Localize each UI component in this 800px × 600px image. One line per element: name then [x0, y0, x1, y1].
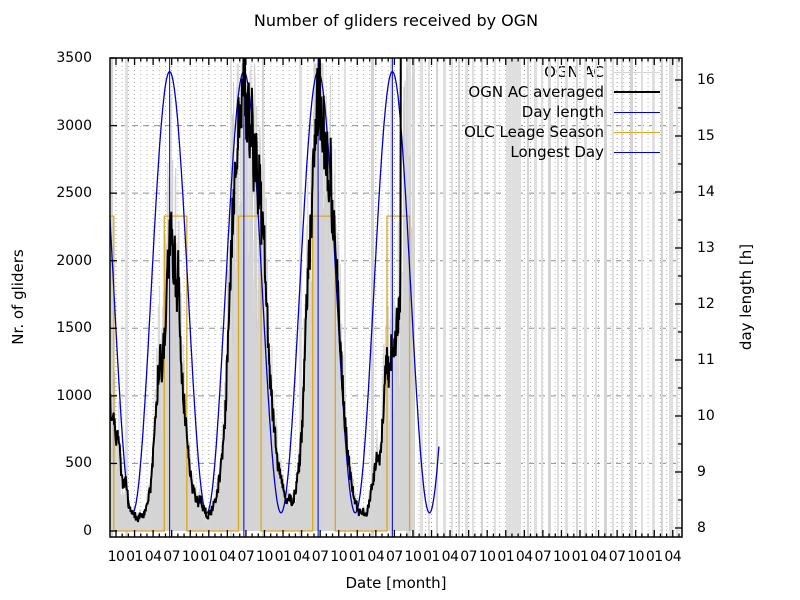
x-tick-label: 04	[293, 549, 310, 565]
x-tick-label: 01	[571, 549, 589, 565]
legend-label: Longest Day	[510, 143, 604, 161]
y-left-tick-label: 500	[65, 455, 92, 472]
day-length-curve	[110, 70, 440, 514]
x-tick-label: 04	[515, 549, 533, 565]
legend-sample-line	[614, 91, 660, 93]
x-tick-label: 10	[627, 549, 645, 565]
y-left-tick-label: 1000	[56, 387, 92, 404]
y-left-tick-label: 3000	[56, 117, 92, 134]
x-tick-label: 10	[478, 549, 496, 565]
legend-entry: OGN AC averaged	[468, 83, 660, 101]
legend-label: OLC Leage Season	[464, 123, 604, 141]
legend-label: OGN AC	[544, 63, 604, 81]
x-axis-label: Date [month]	[345, 574, 447, 592]
x-tick-label: 07	[311, 549, 329, 565]
y-right-tick-label: 11	[697, 352, 715, 368]
x-tick-label: 01	[423, 549, 440, 565]
y-axis-label-right: day length [h]	[737, 243, 755, 351]
longest-day-vlines	[169, 58, 393, 537]
ogn-ac-averaged-curve	[110, 58, 402, 523]
x-tick-label: 10	[107, 549, 125, 565]
y-left-tick-label: 2500	[56, 185, 92, 202]
x-tick-label: 07	[385, 549, 403, 565]
y-right-tick-label: 9	[697, 464, 706, 480]
y-right-tick-label: 10	[697, 408, 715, 424]
x-tick-label: 04	[590, 549, 607, 565]
x-tick-label: 10	[553, 549, 570, 565]
y-right-tick-label: 15	[697, 128, 715, 144]
x-tick-label: 10	[256, 549, 273, 565]
y-right-tick-label: 16	[697, 72, 715, 88]
x-tick-label: 04	[144, 549, 162, 565]
y-right-tick-label: 12	[697, 296, 715, 312]
x-tick-label: 01	[126, 549, 143, 565]
legend-entry: Longest Day	[510, 143, 660, 161]
legend-entry: Day length	[522, 103, 660, 121]
x-tick-label: 07	[460, 549, 478, 565]
x-tick-label: 01	[274, 549, 292, 565]
legend-label: Day length	[521, 103, 604, 121]
y-right-tick-label: 13	[697, 240, 715, 256]
x-tick-label: 01	[348, 549, 366, 565]
plot-layers	[110, 58, 682, 537]
x-tick-label: 10	[404, 549, 422, 565]
y-left-tick-label: 3500	[56, 50, 92, 66]
x-tick-label: 07	[237, 549, 255, 565]
x-tick-label: 07	[534, 549, 552, 565]
legend-entry: OLC Leage Season	[464, 123, 660, 141]
x-tick-label: 04	[664, 549, 682, 565]
x-tick-label: 01	[645, 549, 663, 565]
legend-sample-line	[614, 131, 660, 133]
olc-season-line	[110, 215, 411, 532]
y-left-tick-label: 1500	[56, 320, 92, 337]
y-left-tick-label: 0	[83, 523, 92, 539]
legend-label: OGN AC averaged	[468, 83, 604, 101]
axis-ticks	[110, 57, 682, 537]
x-tick-label: 04	[367, 549, 385, 565]
gray-date-bands	[111, 58, 678, 537]
legend-entry: OGN AC	[544, 63, 660, 81]
x-tick-label: 10	[330, 549, 348, 565]
y-right-tick-label: 8	[697, 520, 706, 536]
legend-sample-line	[614, 111, 660, 113]
legend-sample-line	[614, 71, 660, 73]
x-tick-label: 10	[181, 549, 199, 565]
x-tick-label: 07	[608, 549, 626, 565]
legend-sample-line	[614, 151, 660, 153]
x-tick-label: 01	[200, 549, 218, 565]
chart-title: Number of gliders received by OGN	[253, 11, 539, 30]
x-tick-label: 04	[441, 549, 459, 565]
x-tick-label: 04	[218, 549, 236, 565]
x-tick-label: 07	[163, 549, 181, 565]
y-left-tick-label: 2000	[56, 252, 92, 269]
plot-border	[109, 57, 683, 538]
x-tick-label: 01	[497, 549, 515, 565]
y-right-tick-label: 14	[697, 184, 715, 200]
